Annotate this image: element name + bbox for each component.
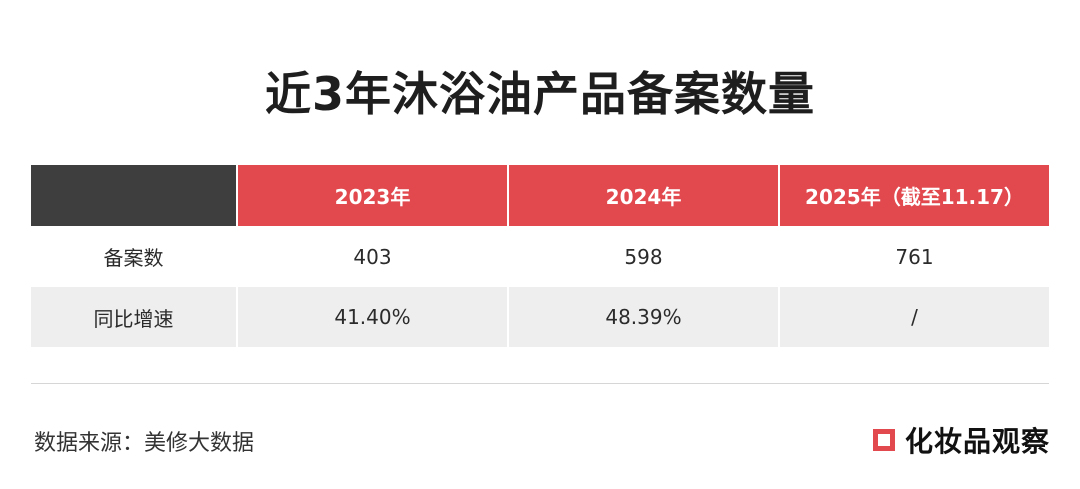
row-label-filings: 备案数 xyxy=(31,226,236,287)
table-header-2024: 2024年 xyxy=(507,165,778,226)
table-cell: 403 xyxy=(236,226,507,287)
table-row: 同比增速 41.40% 48.39% / xyxy=(31,287,1049,347)
table-header-corner xyxy=(31,165,236,226)
table-header-2023: 2023年 xyxy=(236,165,507,226)
row-label-yoy-growth: 同比增速 xyxy=(31,287,236,347)
logo-text: 化妆品观察 xyxy=(904,425,1050,458)
table-cell: 41.40% xyxy=(236,287,507,347)
table-cell: 48.39% xyxy=(507,287,778,347)
data-source-note: 数据来源：美修大数据 xyxy=(34,431,255,456)
table-cell: / xyxy=(778,287,1049,347)
table-cell: 761 xyxy=(778,226,1049,287)
table-row: 备案数 403 598 761 xyxy=(31,226,1049,287)
table-cell: 598 xyxy=(507,226,778,287)
brand-logo: 化妆品观察 xyxy=(872,420,1050,460)
logo-square-icon xyxy=(872,429,895,451)
table-header-row: 2023年 2024年 2025年（截至11.17） xyxy=(31,165,1049,226)
data-table: 2023年 2024年 2025年（截至11.17） 备案数 403 598 7… xyxy=(31,165,1049,347)
page-title: 近3年沐浴油产品备案数量 xyxy=(264,67,815,121)
table-header-2025: 2025年（截至11.17） xyxy=(778,165,1049,226)
divider xyxy=(31,383,1049,384)
